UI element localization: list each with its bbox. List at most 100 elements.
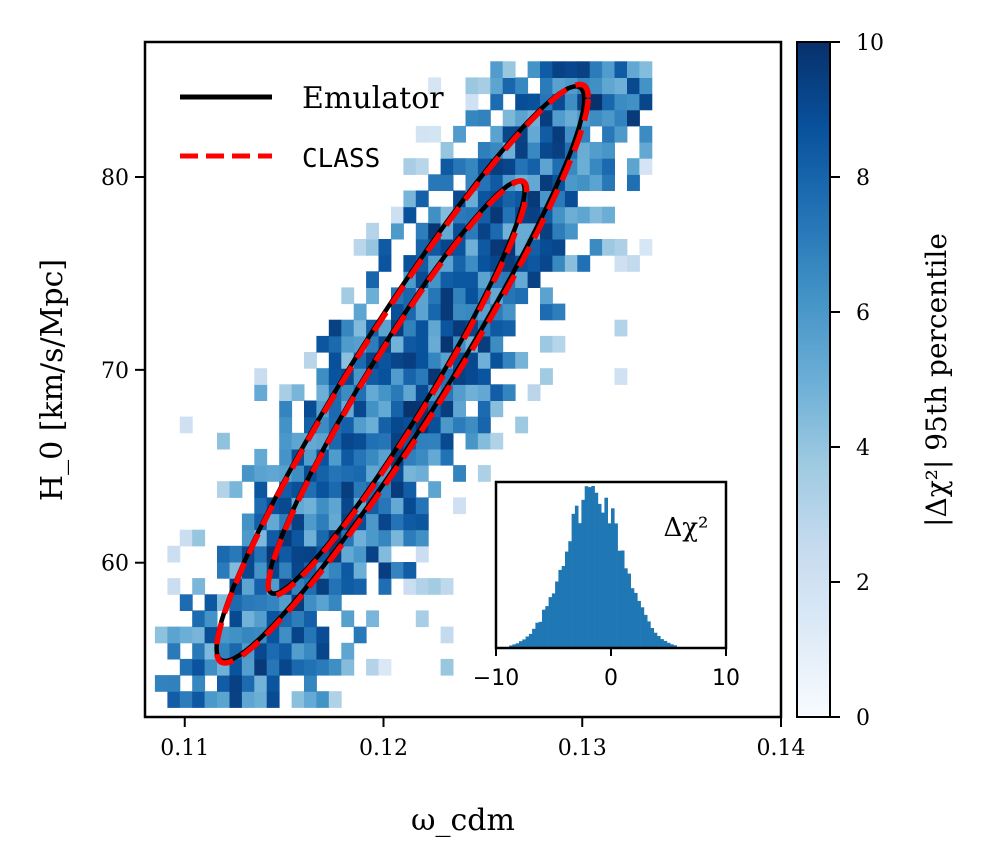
heatmap-cell (465, 384, 479, 401)
heatmap-cell (204, 658, 218, 676)
heatmap-cell (589, 93, 603, 111)
heatmap-cell (490, 77, 504, 95)
heatmap-cell (465, 255, 479, 272)
inset-bar (555, 581, 559, 648)
x-tick-label: 0.12 (359, 736, 408, 761)
heatmap-cell (353, 529, 367, 547)
x-axis-ticks: 0.11 0.12 0.13 0.14 (160, 717, 805, 761)
heatmap-cell (415, 222, 429, 240)
inset-bar (637, 600, 641, 648)
heatmap-cell (540, 158, 553, 175)
heatmap-cell (241, 691, 255, 708)
inset-bar (673, 645, 677, 648)
heatmap-cell (403, 400, 417, 418)
heatmap-cell (490, 222, 504, 240)
inset-bar (643, 614, 648, 648)
inset-bar (545, 606, 549, 648)
heatmap-cell (440, 271, 454, 288)
heatmap-cell (204, 594, 218, 611)
heatmap-cell (366, 610, 379, 628)
heatmap-cell (353, 319, 367, 337)
heatmap-cell (415, 158, 429, 175)
heatmap-cell (279, 384, 293, 401)
heatmap-cell (341, 562, 355, 579)
heatmap-cell (465, 432, 479, 450)
heatmap-cell (241, 465, 255, 482)
heatmap-cell (589, 206, 603, 224)
heatmap-cell (465, 239, 479, 256)
heatmap-cell (415, 465, 429, 482)
x-axis-label: ω_cdm (411, 803, 515, 838)
heatmap-cell (403, 368, 417, 385)
heatmap-cell (341, 335, 355, 353)
inset-bar (561, 566, 566, 648)
heatmap-cell (229, 691, 243, 708)
heatmap-cell (627, 109, 640, 127)
heatmap-cell (403, 578, 417, 595)
class-contour-95pct (213, 81, 591, 666)
colorbar-ticks: 0 2 4 6 8 10 (830, 31, 884, 731)
heatmap-cell (254, 448, 268, 466)
heatmap-cell (316, 626, 330, 644)
y-tick-label: 60 (101, 552, 129, 577)
heatmap-cell (254, 675, 268, 692)
inset-bar (525, 636, 530, 648)
heatmap-cell (291, 545, 305, 563)
heatmap-cell (540, 77, 553, 95)
heatmap-cell (602, 142, 615, 159)
heatmap-cell (428, 416, 442, 434)
heatmap-cell (167, 691, 181, 708)
heatmap-cell (341, 448, 355, 466)
heatmap-cell (341, 416, 355, 434)
heatmap-cell (391, 497, 404, 515)
heatmap-cell (391, 368, 404, 385)
heatmap-cell (366, 529, 379, 547)
inset-bar (657, 636, 661, 648)
heatmap-cell (378, 513, 392, 531)
y-axis-ticks: 60 70 80 (101, 166, 145, 577)
heatmap-cell (639, 142, 653, 159)
heatmap-cell (328, 562, 342, 579)
heatmap-cell (279, 642, 293, 660)
heatmap-cell (453, 125, 466, 143)
heatmap-cell (502, 61, 516, 78)
inset-bar (634, 592, 638, 648)
heatmap-cell (403, 335, 417, 353)
heatmap-cell (341, 578, 355, 595)
heatmap-cell (378, 562, 392, 579)
heatmap-cell (540, 335, 553, 353)
heatmap-cell (477, 465, 491, 482)
heatmap-cell (328, 319, 342, 337)
heatmap-cell (291, 658, 305, 676)
heatmap-cell (391, 352, 404, 369)
heatmap-cell (229, 610, 243, 628)
heatmap-cell (291, 513, 305, 531)
legend: Emulator CLASS (180, 81, 444, 174)
heatmap-cell (465, 93, 479, 111)
heatmap-cell (391, 529, 404, 547)
heatmap-cell (515, 77, 529, 95)
heatmap-cell (391, 384, 404, 401)
heatmap-cell (577, 142, 591, 159)
heatmap-cell (403, 384, 417, 401)
heatmap-cell (564, 174, 578, 191)
heatmap-cell (316, 384, 330, 401)
heatmap-cell (217, 545, 230, 563)
heatmap-cell (502, 109, 516, 127)
heatmap-cell (440, 626, 454, 644)
heatmap-cell (627, 77, 640, 95)
heatmap-cell (477, 271, 491, 288)
colorbar: 0 2 4 6 8 10 |Δχ²| 95th percentile (796, 31, 953, 731)
inset-bar (617, 550, 622, 648)
heatmap-cell (403, 190, 417, 208)
heatmap-cell (602, 174, 615, 191)
heatmap-cell (279, 432, 293, 450)
heatmap-cell (540, 174, 553, 191)
heatmap-cell (502, 255, 516, 272)
heatmap-cell (440, 578, 454, 595)
heatmap-cell (167, 642, 181, 660)
heatmap-cell (316, 691, 330, 708)
heatmap-cell (241, 578, 255, 595)
heatmap-cell (540, 125, 553, 143)
heatmap-cell (627, 255, 640, 272)
